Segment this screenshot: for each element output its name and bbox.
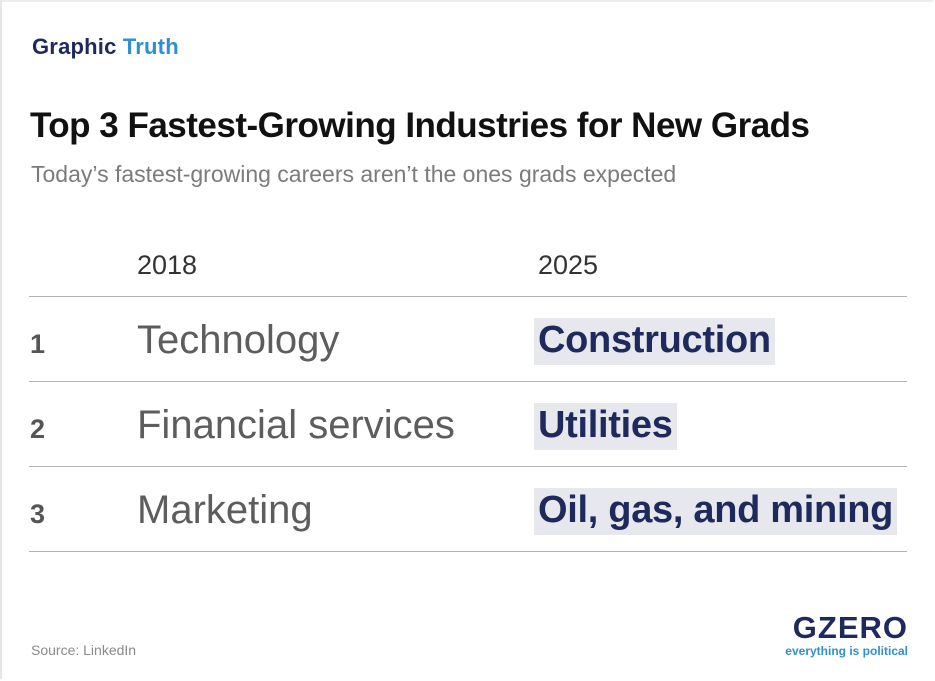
chart-title: Top 3 Fastest-Growing Industries for New…	[30, 106, 810, 145]
table-rule	[29, 466, 907, 467]
table-rule	[29, 551, 907, 552]
kicker: Graphic Truth	[32, 34, 179, 60]
row-1-rank: 1	[30, 329, 46, 359]
row-1-2018-industry: Technology	[137, 318, 340, 362]
column-header-2018: 2018	[137, 250, 198, 280]
row-3-2025-industry: Oil, gas, and mining	[534, 488, 898, 535]
source-note: Source: LinkedIn	[31, 642, 137, 658]
row-3-rank: 3	[30, 499, 46, 529]
row-2-2018-industry: Financial services	[137, 403, 455, 447]
row-3-2018-industry: Marketing	[137, 488, 313, 532]
kicker-truth: Truth	[122, 34, 179, 59]
chart-subtitle: Today’s fastest-growing careers aren’t t…	[31, 161, 677, 187]
table-rule	[29, 381, 907, 382]
row-2-2025-industry: Utilities	[534, 403, 677, 450]
table-rule	[29, 296, 907, 297]
kicker-graphic: Graphic	[32, 34, 117, 59]
gzero-logo: GZERO everything is political	[785, 610, 908, 659]
row-2-rank: 2	[30, 414, 46, 444]
row-1-2025-industry: Construction	[534, 318, 775, 365]
logo-tagline: everything is political	[785, 644, 908, 658]
logo-brand: GZERO	[792, 610, 908, 645]
column-header-2025: 2025	[538, 250, 599, 280]
